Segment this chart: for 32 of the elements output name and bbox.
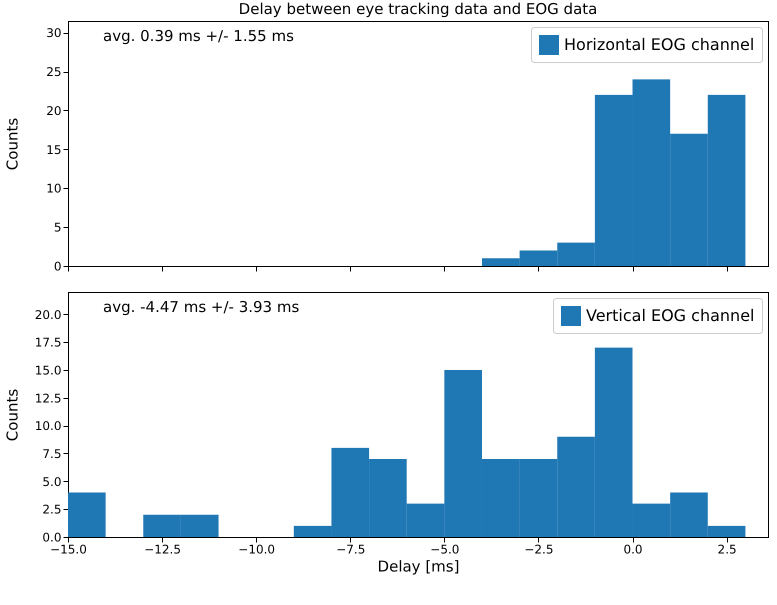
y-axis-title: Counts	[4, 388, 22, 442]
y-tick-label: 0	[54, 260, 62, 274]
y-tick-label: 12.5	[34, 391, 62, 406]
x-axis-title: Delay [ms]	[378, 558, 460, 576]
legend-label: Vertical EOG channel	[586, 306, 754, 325]
x-tick-label: −5.0	[430, 542, 460, 556]
x-tick-label: −10.0	[238, 542, 276, 556]
y-tick-label: 2.5	[42, 502, 62, 517]
chart-title: Delay between eye tracking data and EOG data	[238, 0, 598, 18]
annotation: avg. 0.39 ms +/- 1.55 ms	[103, 27, 294, 45]
x-tick-label: −2.5	[524, 542, 554, 556]
y-tick-label: 25	[46, 65, 62, 80]
x-tick-label: −12.5	[144, 542, 181, 556]
y-tick-label: 20	[46, 104, 62, 118]
y-tick-label: 0.0	[42, 530, 62, 544]
y-axis-title: Counts	[4, 118, 22, 170]
y-tick-label: 5.0	[42, 474, 62, 489]
y-tick-label: 5	[54, 220, 62, 235]
x-tick-label: −15.0	[50, 542, 87, 556]
y-tick-label: 15.0	[34, 363, 62, 378]
y-tick-label: 10.0	[34, 419, 62, 434]
annotation: avg. -4.47 ms +/- 3.93 ms	[103, 298, 300, 316]
x-tick-label: 0.0	[623, 542, 643, 556]
y-tick-label: 15	[46, 142, 62, 157]
y-tick-label: 30	[46, 26, 62, 40]
legend-label: Horizontal EOG channel	[564, 35, 754, 54]
y-tick-label: 17.5	[34, 336, 62, 350]
y-tick-label: 10	[46, 182, 62, 196]
y-tick-label: 20.0	[34, 308, 62, 322]
x-tick-label: 2.5	[718, 542, 737, 556]
x-tick-label: −7.5	[336, 542, 366, 556]
y-tick-label: 7.5	[42, 446, 62, 461]
